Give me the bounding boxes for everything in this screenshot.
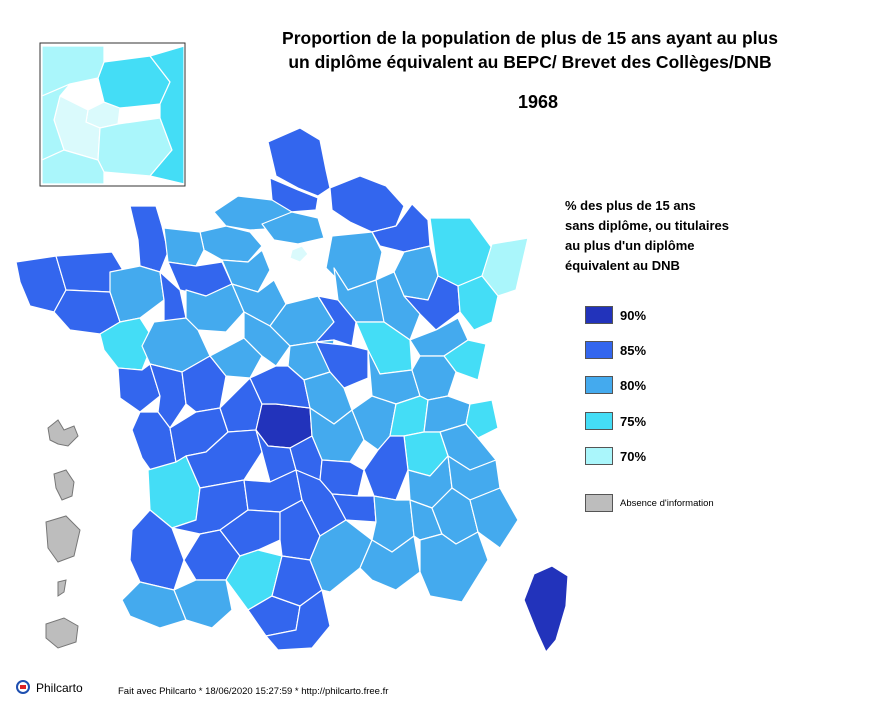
legend-swatch-75 [585,412,613,430]
legend-title-line: au plus d'un diplôme [565,238,695,253]
legend-label-missing: Absence d'information [620,498,714,509]
legend-label-75: 75% [620,414,647,429]
legend-swatch-90 [585,306,613,324]
map-title-line-1: Proportion de la population de plus de 1… [282,28,778,48]
overseas-guadeloupe [47,419,79,447]
region-haut-rhin [457,275,499,331]
map-title-line-2: un diplôme équivalent au BEPC/ Brevet de… [288,52,772,72]
overseas-territories [45,419,81,649]
corsica-group [523,565,569,654]
region-var [419,531,489,603]
legend-label-85: 85% [620,343,647,358]
overseas-martinique [53,469,75,501]
region-oise [261,211,325,245]
inset-region-seine-et-marne [148,45,185,185]
region-seine-maritime [199,225,263,263]
overseas-guyane [45,515,81,563]
overseas-la-reunion [45,617,79,649]
region-bouches-du-rhone [359,535,421,591]
legend-label-90: 90% [620,308,647,323]
legend-title-line: équivalent au DNB [565,258,680,273]
philcarto-logo: Philcarto [16,679,96,699]
region-landes [129,509,185,591]
inset-region-essonne [41,149,105,185]
region-pyrenees-orientales [265,589,331,651]
legend-label-70: 70% [620,449,647,464]
region-calvados [163,227,205,267]
region-haute-savoie [465,399,499,439]
legend-title: % des plus de 15 ans sans diplôme, ou ti… [565,196,785,276]
inset-region-val-d-oise [41,45,105,97]
philcarto-logo-icon [16,680,30,694]
region-corse [523,565,569,654]
overseas-saint-pierre-et-miquelon [57,579,67,597]
map-title: Proportion de la population de plus de 1… [230,26,830,74]
region-hautes-pyrenees [173,579,233,629]
region-ardeche [363,435,409,501]
region-ille-et-vilaine [109,265,165,323]
region-indre-et-loire [209,337,263,379]
region-alpes-maritimes [469,487,519,549]
region-bas-rhin [481,237,529,297]
inset-frame [39,42,186,187]
legend-swatch-80 [585,376,613,394]
region-jura [411,355,457,401]
region-yonne [315,295,357,347]
region-aisne [329,175,405,233]
footer-credit: Fait avec Philcarto * 18/06/2020 15:27:5… [118,686,389,697]
map-year: 1968 [517,92,559,112]
region-paris [289,245,309,263]
legend-swatch-70 [585,447,613,465]
philcarto-logo-text: Philcarto [36,681,83,695]
mainland-france [15,127,529,651]
legend-label-80: 80% [620,378,647,393]
legend-title-line: sans diplôme, ou titulaires [565,218,729,233]
legend-swatch-missing [585,494,613,512]
legend-swatch-85 [585,341,613,359]
region-ardennes [371,203,431,253]
region-manche [129,205,169,273]
legend-title-line: % des plus de 15 ans [565,198,696,213]
paris-inset [41,45,185,185]
